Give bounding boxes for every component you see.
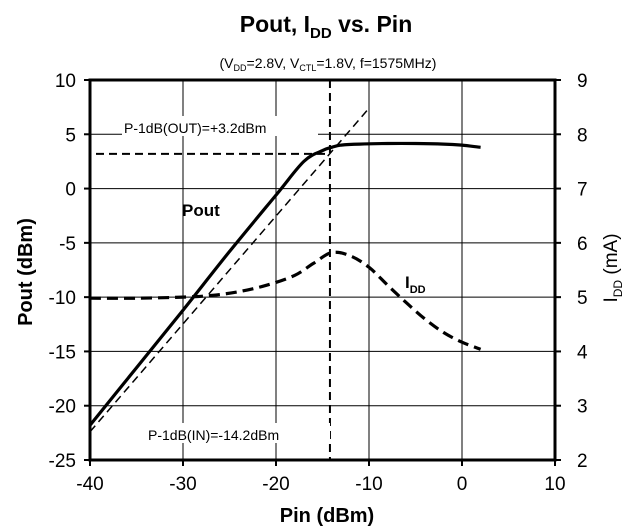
out-label-background — [122, 116, 318, 136]
y-tick-label: 10 — [55, 71, 76, 92]
y2-tick-label: 5 — [577, 288, 588, 309]
pout-series-line — [88, 141, 481, 427]
x-tick-labels: -40 -30 -20 -10 0 10 — [76, 474, 565, 495]
p1db-out-label: P-1dB(OUT)=+3.2dBm — [124, 120, 266, 136]
grid-layer — [90, 80, 555, 460]
idd-label-main: I — [405, 273, 410, 292]
linear-reference-line — [89, 107, 370, 433]
y-tick-label: 0 — [65, 180, 76, 201]
y2-axis-label: IDD (mA) — [601, 233, 625, 302]
subtitle-sub-2: CTL — [299, 63, 316, 73]
subtitle-sub-1: DD — [234, 63, 247, 73]
y-tick-label: -25 — [49, 451, 76, 472]
y2-tick-label: 7 — [577, 180, 588, 201]
y-axis-label: Pout (dBm) — [15, 218, 37, 326]
y2-label-main: I — [601, 297, 622, 302]
y2-tick-label: 9 — [577, 71, 588, 92]
idd-series-line — [89, 250, 482, 351]
title-part-1: Pout, I — [240, 11, 310, 37]
in-label-background — [146, 423, 330, 443]
title-part-2: vs. Pin — [332, 11, 413, 37]
y2-tick-label: 2 — [577, 451, 588, 472]
plot-frame — [84, 78, 561, 466]
y2-label-sub: DD — [611, 280, 625, 298]
subtitle-part-2: =2.8V, V — [247, 55, 300, 71]
idd-series-label: IDD — [405, 273, 426, 296]
y-tick-label: -15 — [49, 342, 76, 363]
x-tick-label: -30 — [169, 474, 196, 495]
annotations: P-1dB(OUT)=+3.2dBm P-1dB(IN)=-14.2dBm Po… — [122, 116, 426, 443]
y-tick-label: -20 — [49, 397, 76, 418]
subtitle-part-1: (V — [220, 55, 235, 71]
p1db-in-label: P-1dB(IN)=-14.2dBm — [148, 427, 279, 443]
idd-label-sub: DD — [410, 284, 426, 296]
chart-subtitle: (VDD=2.8V, VCTL=1.8V, f=1575MHz) — [220, 55, 437, 73]
x-axis-label: Pin (dBm) — [280, 505, 374, 527]
y2-tick-labels: 9 8 7 6 5 4 3 2 — [577, 71, 588, 472]
x-tick-label: -20 — [262, 474, 289, 495]
y2-tick-label: 6 — [577, 234, 588, 255]
y2-tick-label: 3 — [577, 397, 588, 418]
series-layer — [88, 107, 482, 433]
chart-title: Pout, IDD vs. Pin — [240, 11, 413, 42]
y-tick-label: 5 — [65, 125, 76, 146]
x-tick-label: 0 — [457, 474, 468, 495]
x-tick-label: 10 — [544, 474, 565, 495]
y2-tick-label: 4 — [577, 342, 588, 363]
y-tick-labels: 10 5 0 -5 -10 -15 -20 -25 — [49, 71, 76, 472]
subtitle-part-3: =1.8V, f=1575MHz) — [316, 55, 436, 71]
plot-border — [88, 78, 557, 462]
pout-series-label: Pout — [182, 201, 220, 220]
y-tick-label: -10 — [49, 288, 76, 309]
p1db-markers — [96, 80, 331, 460]
y-tick-label: -5 — [59, 234, 76, 255]
x-tick-label: -10 — [355, 474, 382, 495]
title-subscript: DD — [310, 25, 332, 42]
y2-tick-label: 8 — [577, 125, 588, 146]
x-tick-label: -40 — [76, 474, 103, 495]
y2-label-tail: (mA) — [601, 233, 622, 279]
